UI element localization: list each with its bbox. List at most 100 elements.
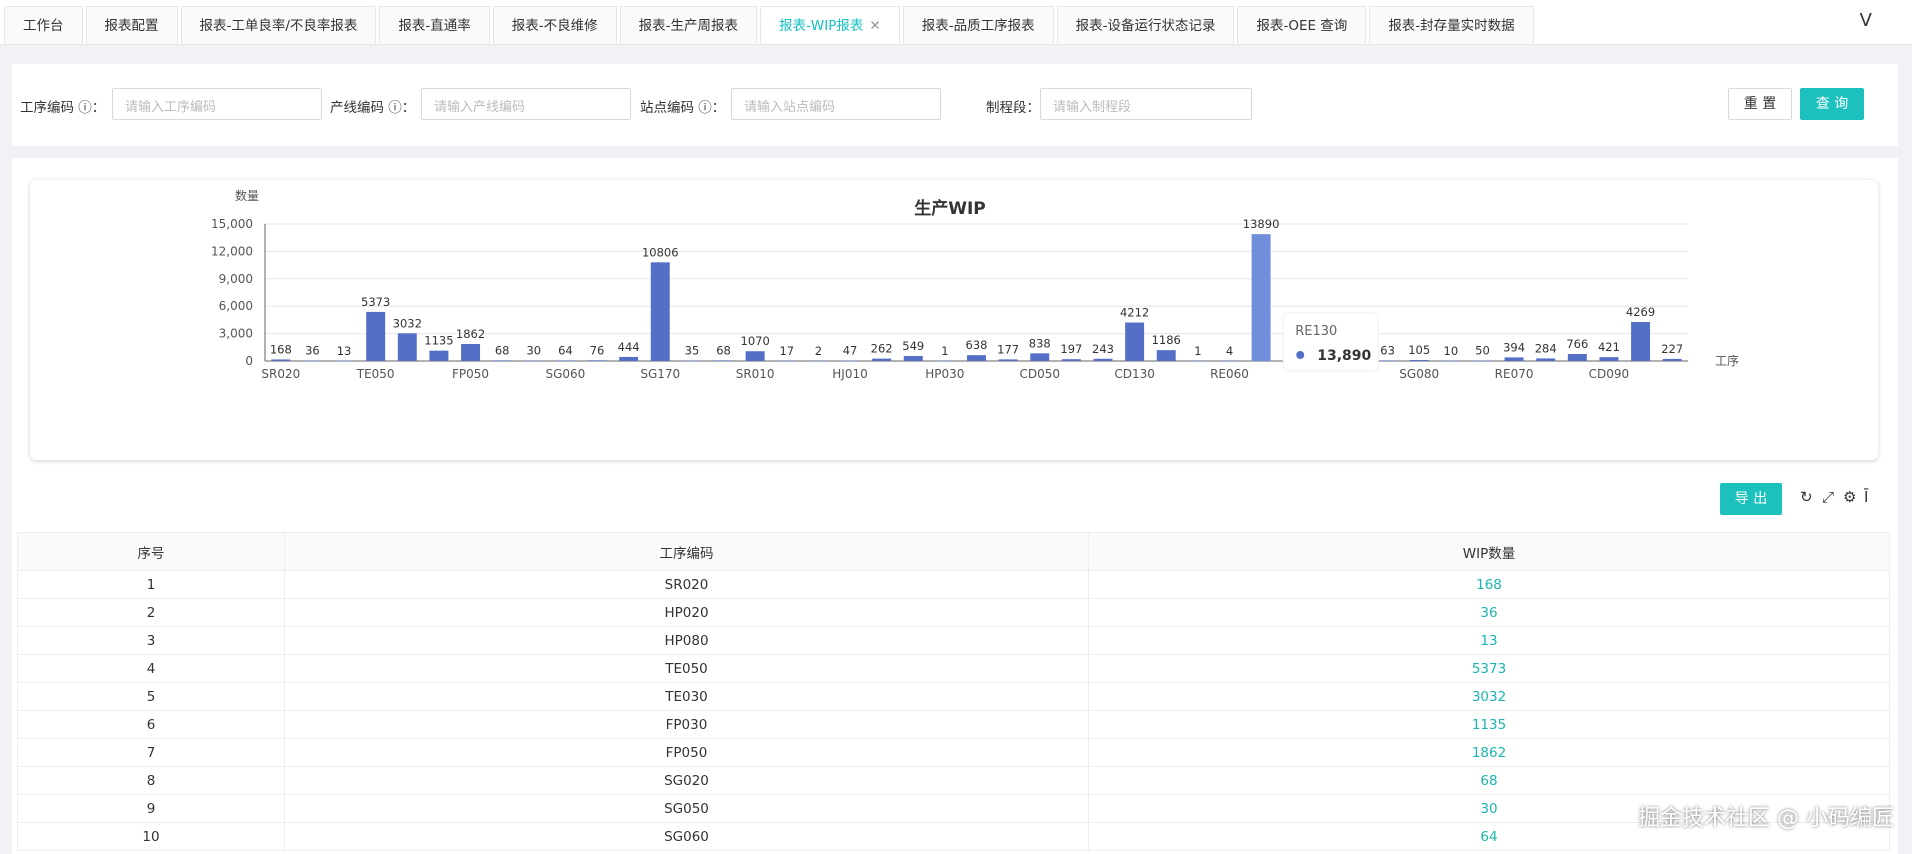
bar [1125,322,1145,361]
bar-value-label: 1186 [1152,333,1181,347]
tab-10[interactable]: 报表-封存量实时数据 [1369,6,1534,44]
bar [1599,357,1619,361]
fullscreen-icon[interactable]: ⤢ [1822,488,1835,506]
line-code-label: 产线编码 ⓘ： [330,100,416,116]
table-row: 10 SG060 64 [17,822,1890,851]
bar [1441,360,1461,362]
bar-value-label: 50 [1475,344,1490,358]
op-code-label: 工序编码 ⓘ： [20,100,106,116]
bar-value-label: 168 [270,342,292,356]
bar-value-label: 4 [1226,344,1233,358]
row-index: 2 [17,598,285,627]
settings-gear-icon[interactable]: ⚙ [1843,488,1857,506]
row-index: 3 [17,626,285,655]
row-index: 9 [17,794,285,823]
x-tick-label: CD130 [1114,367,1155,381]
bar-value-label: 838 [1029,336,1051,350]
x-tick-label: SR010 [736,367,775,381]
tab-4[interactable]: 报表-不良维修 [492,6,617,44]
op-code-input[interactable]: 请输入工序编码 [112,88,322,120]
export-button[interactable]: 导 出 [1720,483,1782,515]
y-tick-label: 0 [245,354,253,368]
bar [1504,357,1524,361]
tab-5[interactable]: 报表-生产周报表 [619,6,758,44]
bar-value-label: 197 [1060,342,1082,356]
bar [1093,358,1113,361]
bar-value-label: 766 [1566,337,1588,351]
stage-input[interactable]: 请输入制程段 [1040,88,1252,120]
tab-label: 报表-不良维修 [511,18,598,34]
row-index: 6 [17,710,285,739]
bar [903,355,923,361]
row-op-code: TE030 [284,682,1089,711]
row-op-code: SG060 [284,822,1089,851]
tab-label: 报表-生产周报表 [638,18,739,34]
tab-6[interactable]: 报表-WIP报表 ✕ [760,6,900,44]
tab-7[interactable]: 报表-品质工序报表 [902,6,1054,44]
row-index: 7 [17,738,285,767]
row-op-code: SG020 [284,766,1089,795]
bar [1631,322,1651,361]
tab-label: 报表-封存量实时数据 [1388,18,1515,34]
tab-label: 报表-WIP报表 [779,18,864,34]
row-wip-qty: 36 [1088,598,1890,627]
bar [1251,234,1271,361]
row-wip-qty: 1135 [1088,710,1890,739]
tab-9[interactable]: 报表-OEE 查询 [1237,6,1367,44]
table-row: 2 HP020 36 [17,598,1890,627]
row-index: 1 [17,570,285,599]
bar [302,360,322,362]
bar [745,351,765,361]
bar-value-label: 10806 [642,245,679,259]
tab-label: 报表-工单良率/不良率报表 [199,18,358,34]
station-code-input[interactable]: 请输入站点编码 [731,88,941,120]
col-header-op-code: 工序编码 [284,532,1089,571]
bar-value-label: 4269 [1626,305,1655,319]
bar-value-label: 4212 [1120,306,1149,320]
bar-value-label: 5373 [361,295,390,309]
x-axis-label: 工序 [1715,353,1739,368]
x-tick-label: SG170 [640,367,680,381]
close-tab-icon[interactable]: ✕ [869,18,881,34]
tab-8[interactable]: 报表-设备运行状态记录 [1056,6,1235,44]
tab-3[interactable]: 报表-直通率 [379,6,490,44]
tooltip-marker-icon [1296,351,1305,359]
bar-value-label: 105 [1408,343,1430,357]
refresh-icon[interactable]: ↻ [1800,488,1813,506]
tab-2[interactable]: 报表-工单良率/不良率报表 [180,6,377,44]
x-tick-label: HJ010 [832,367,867,381]
tab-1[interactable]: 报表配置 [85,6,178,44]
filter-panel: 工序编码 ⓘ： 请输入工序编码 产线编码 ⓘ： 请输入产线编码 站点编码 ⓘ： … [12,64,1898,146]
tab-0[interactable]: 工作台 [4,6,83,44]
bar [461,343,481,361]
bar-value-label: 227 [1661,342,1683,356]
query-button[interactable]: 查 询 [1800,88,1864,120]
bar-value-label: 68 [495,343,510,357]
row-density-icon[interactable]: Ī [1864,488,1869,506]
tab-label: 报表-直通率 [398,18,471,34]
bar [1219,360,1239,362]
bar-value-label: 64 [558,343,573,357]
tab-label: 报表-设备运行状态记录 [1075,18,1216,34]
bar [1567,354,1587,361]
row-wip-qty: 64 [1088,822,1890,851]
tooltip-box [1282,312,1379,372]
bar [998,359,1018,361]
bar-value-label: 1862 [456,327,485,341]
line-code-input[interactable]: 请输入产线编码 [421,88,631,120]
chart-title: 生产WIP [914,198,986,219]
tab-label: 工作台 [23,18,64,34]
reset-button[interactable]: 重 置 [1728,88,1792,120]
x-tick-label: HP030 [925,367,964,381]
tooltip-category: RE130 [1295,324,1337,339]
x-tick-label: CD090 [1589,367,1630,381]
bar-value-label: 68 [716,343,731,357]
row-wip-qty: 13 [1088,626,1890,655]
tab-more-chevron-icon[interactable]: V [1859,10,1872,31]
bar [935,360,955,362]
bar [334,360,354,362]
watermark: 掘金技术社区 @ 小码编匠 [1638,806,1894,831]
bar-value-label: 47 [843,344,858,358]
bar [1156,350,1176,361]
y-tick-label: 9,000 [219,272,253,286]
